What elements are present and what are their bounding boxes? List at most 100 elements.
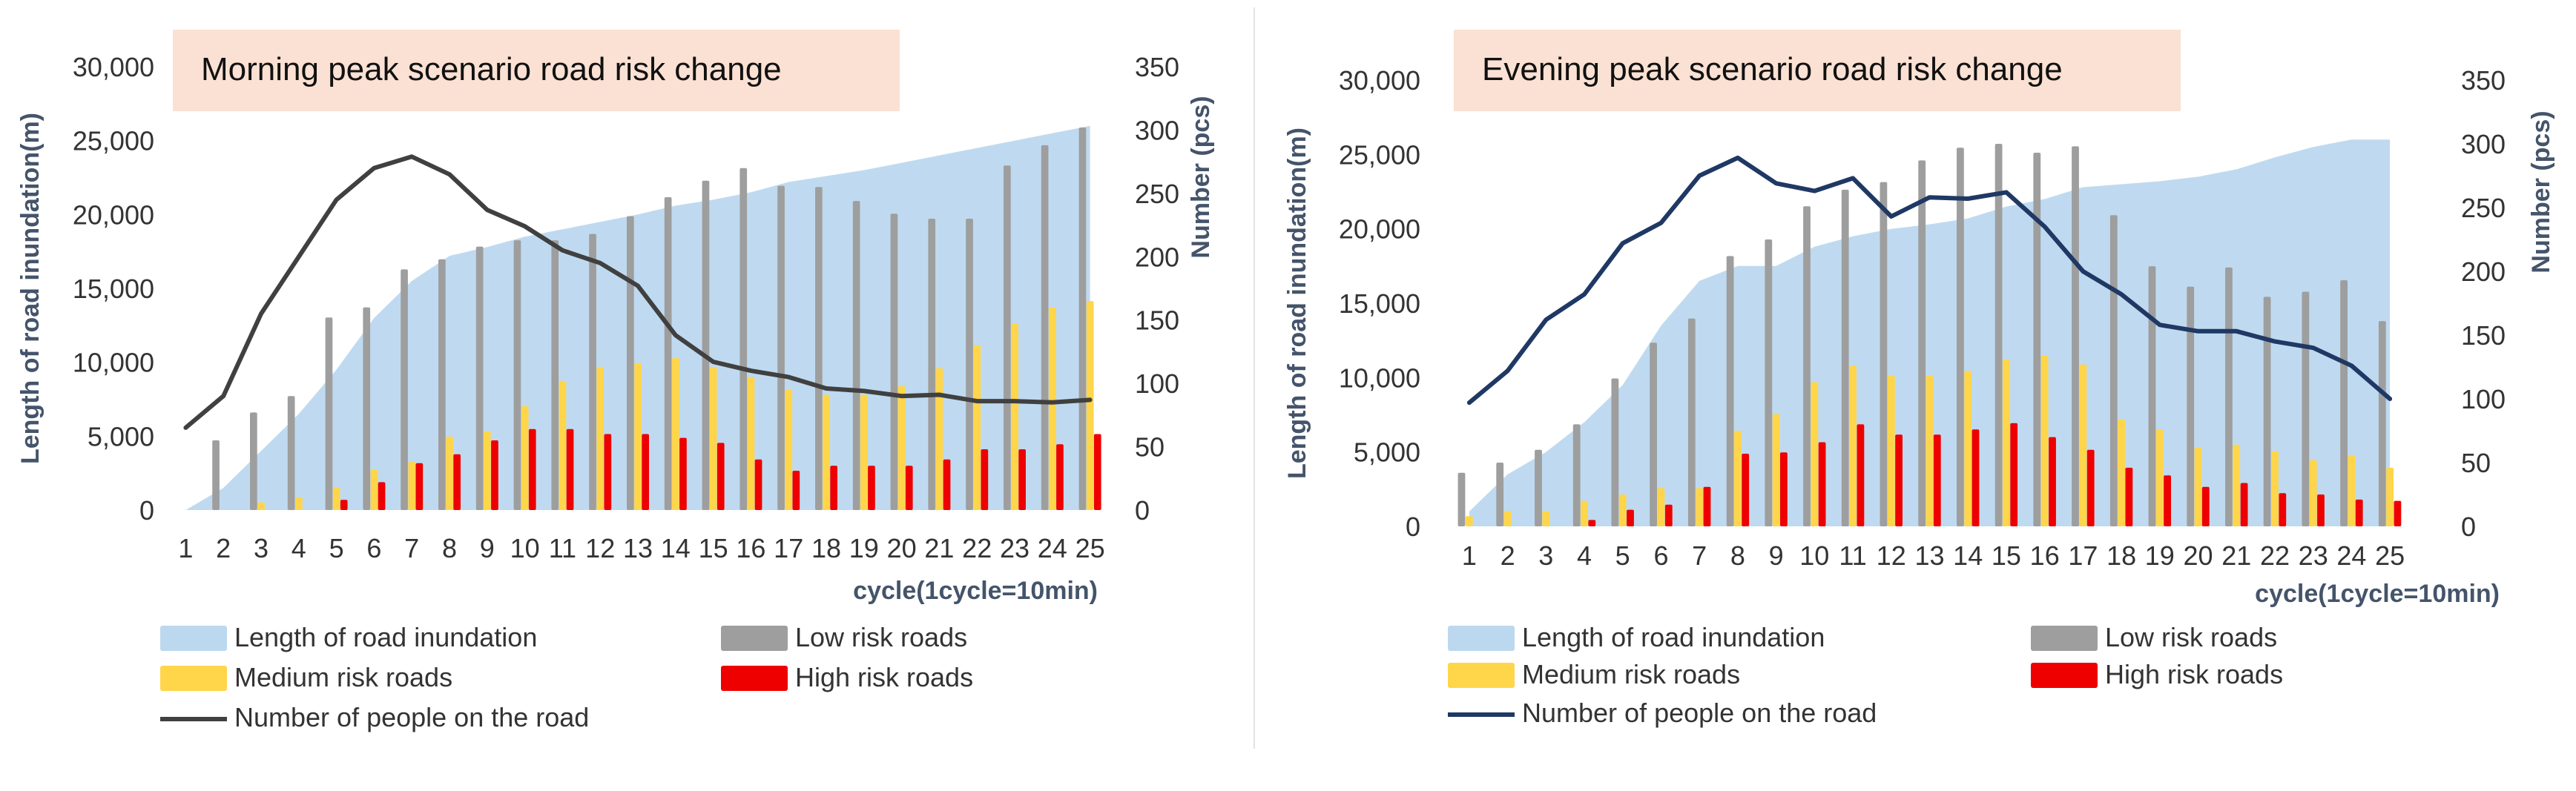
bar-high-24 [2355,499,2363,526]
bar-medium-24 [2348,454,2356,526]
bar-low-4 [1572,424,1581,526]
y2-tick-label: 150 [1135,305,1179,336]
bar-low-25 [1078,128,1087,510]
y-tick-label: 15,000 [73,274,154,304]
bar-high-8 [1742,454,1750,526]
legend-label: Length of road inundation [234,622,537,652]
bar-low-7 [401,269,408,510]
bar-low-11 [1841,189,1849,526]
legend-label: Medium risk roads [1522,659,1740,689]
bar-medium-17 [785,389,793,510]
bar-high-7 [1703,486,1711,526]
bar-medium-14 [672,358,679,510]
line-people-on-road [183,154,1093,430]
bar-medium-11 [1849,365,1857,526]
bar-medium-12 [596,366,605,510]
bar-medium-24 [1049,307,1056,510]
bar-high-9 [491,440,498,510]
y-tick-label: 20,000 [73,199,154,230]
title-box [1454,30,2181,111]
x-tick-label: 16 [736,533,765,563]
bar-medium-18 [2118,419,2125,526]
bar-high-22 [2279,493,2287,526]
bar-low-14 [664,197,672,510]
bar-medium-6 [370,469,378,510]
panel-divider [1254,7,1255,749]
legend-label: Low risk roads [795,622,967,652]
x-tick-label: 5 [329,533,344,563]
y-tick-label: 5,000 [1354,437,1420,468]
y-tick-label: 30,000 [73,52,154,82]
bar-low-25 [2378,321,2386,526]
bar-high-25 [1093,434,1101,510]
x-axis-label: cycle(1cycle=10min) [2255,580,2500,608]
bar-high-11 [1857,424,1865,526]
bar-medium-4 [1581,500,1588,526]
bar-medium-18 [823,394,830,510]
bar-high-14 [679,437,687,510]
y2-tick-label: 100 [1135,368,1179,399]
x-tick-label: 11 [549,533,576,563]
chart-title: Evening peak scenario road risk change [1482,51,2063,87]
legend-label: Number of people on the road [1522,698,1877,728]
y-tick-label: 10,000 [73,348,154,378]
y2-tick-label: 350 [1135,52,1179,82]
bar-low-5 [1611,378,1619,526]
bar-low-20 [2187,286,2195,526]
bar-medium-11 [559,380,567,510]
bar-medium-7 [1696,488,1704,526]
y2-tick-label: 100 [2461,384,2506,414]
x-tick-label: 5 [1615,540,1630,571]
y-tick-label: 15,000 [1339,288,1420,319]
x-tick-label: 10 [1799,540,1829,571]
y2-tick-label: 300 [1135,115,1179,145]
x-tick-label: 11 [1839,540,1866,571]
y-tick-label: 25,000 [73,126,154,156]
bar-low-5 [325,317,333,510]
bar-high-8 [453,454,461,510]
x-tick-label: 7 [1692,540,1707,571]
x-tick-label: 16 [2030,540,2060,571]
bar-medium-12 [1887,376,1895,526]
bar-low-17 [2072,146,2079,526]
bar-high-5 [340,500,348,510]
bar-medium-1 [1465,516,1473,526]
legend-swatch-area [160,626,227,651]
y2-tick-label: 0 [1135,495,1150,526]
x-tick-label: 22 [962,533,992,563]
bar-high-12 [604,434,612,510]
x-tick-label: 13 [1914,540,1944,571]
bar-medium-16 [747,377,755,510]
y-tick-label: 0 [1406,512,1420,542]
bar-medium-4 [295,497,303,510]
bar-high-7 [415,463,424,510]
bar-low-2 [212,440,220,510]
bar-high-24 [1056,444,1064,510]
x-tick-label: 4 [1577,540,1592,571]
bar-high-21 [2240,483,2248,526]
bar-high-18 [830,466,837,510]
bar-low-15 [1994,144,2003,526]
bar-medium-10 [521,406,529,510]
chart-title: Morning peak scenario road risk change [201,51,782,87]
x-tick-label: 3 [1538,540,1553,571]
x-tick-label: 22 [2260,540,2290,571]
x-tick-label: 2 [1501,540,1515,571]
bar-medium-23 [1011,323,1018,510]
x-tick-label: 21 [2221,540,2251,571]
x-tick-label: 24 [2336,540,2366,571]
bar-low-3 [250,412,257,510]
x-tick-label: 14 [1953,540,1983,571]
x-tick-label: 17 [774,533,803,563]
bar-high-17 [2086,449,2095,526]
bar-low-20 [890,214,898,510]
bar-medium-2 [1503,511,1512,526]
bar-medium-8 [1734,431,1742,526]
bar-low-11 [551,240,559,510]
x-tick-label: 19 [2145,540,2175,571]
title-box [173,30,900,111]
bar-high-11 [566,428,574,510]
bar-high-25 [2394,500,2402,526]
